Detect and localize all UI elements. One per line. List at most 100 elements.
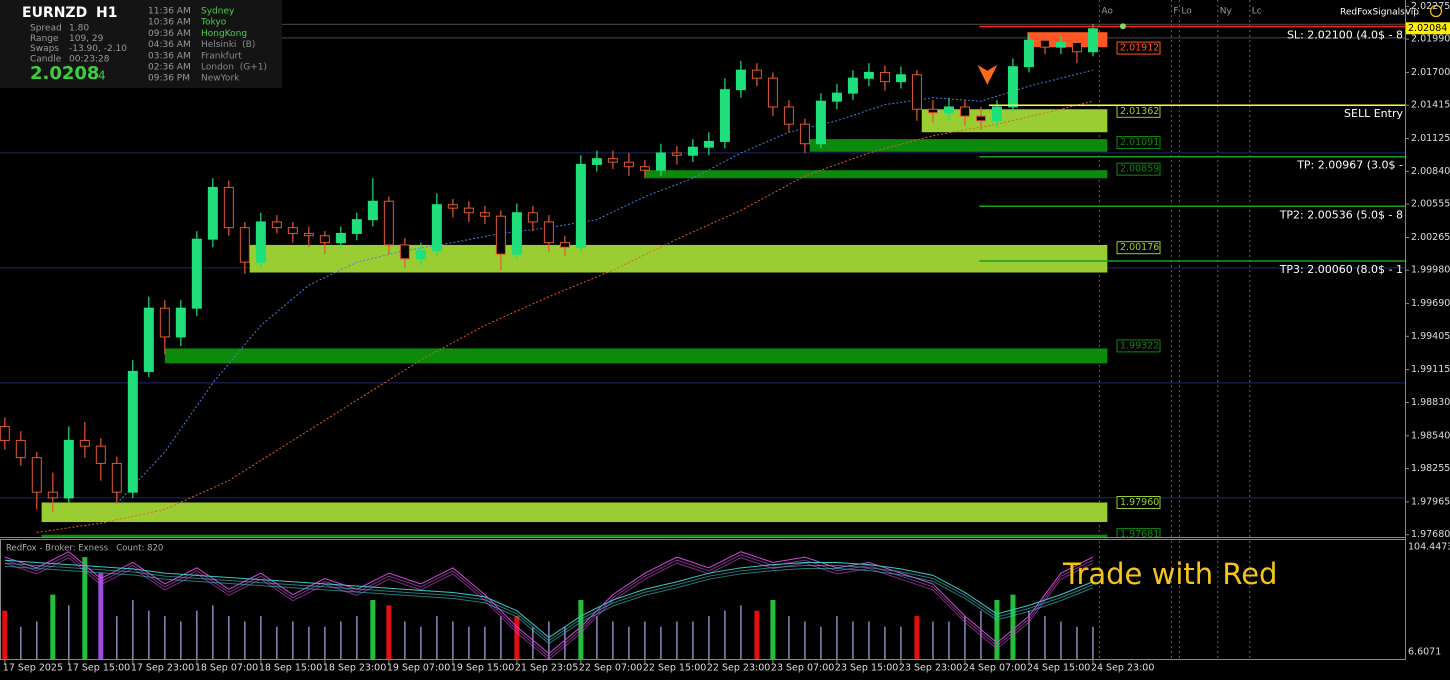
candle-body xyxy=(591,158,602,165)
candle-body xyxy=(863,71,874,79)
oscillator-line xyxy=(4,565,1094,645)
session-label: Lc xyxy=(1252,7,1262,17)
info-value: 00:23:28 xyxy=(69,54,110,64)
candle-body xyxy=(223,186,234,229)
candle-body xyxy=(959,106,970,117)
info-key: Swaps xyxy=(30,44,59,54)
x-tick-label: 17 Sep 15:00 xyxy=(67,663,130,674)
histogram-bar xyxy=(324,626,326,659)
candle-body xyxy=(575,163,586,248)
y-tick-label: 1.99690 xyxy=(1411,298,1450,309)
histogram-bar xyxy=(948,621,950,659)
symbol: EURNZD xyxy=(22,5,87,21)
candle-body xyxy=(1087,28,1098,53)
histogram-bar xyxy=(1076,626,1078,659)
x-tick-label: 24 Sep 23:00 xyxy=(1091,663,1154,674)
session-time: 03:36 AM xyxy=(148,51,191,61)
candle-body xyxy=(543,221,554,244)
candle-body xyxy=(367,200,378,221)
histogram-bar xyxy=(900,626,902,659)
candle-body xyxy=(895,74,906,83)
session-label: Ao xyxy=(1101,7,1113,17)
histogram-bar xyxy=(1092,626,1094,659)
y-tick-label: 1.99405 xyxy=(1411,331,1450,342)
histogram-bar xyxy=(20,626,22,659)
candle-body xyxy=(191,238,202,309)
level-label: SELL Entry xyxy=(1344,107,1403,120)
histogram-bar xyxy=(932,621,934,659)
candle-body xyxy=(703,140,714,148)
histogram-bar xyxy=(436,616,438,659)
y-tick-label: 2.02275 xyxy=(1411,1,1450,12)
candle-body xyxy=(1039,39,1050,48)
session-time: 09:36 PM xyxy=(148,74,190,84)
session-name: Sydney xyxy=(201,7,235,17)
zone-label: 2.00859 xyxy=(1120,164,1159,175)
histogram-bar xyxy=(468,626,470,659)
session-name: NewYork xyxy=(201,74,240,84)
session-time: 02:36 AM xyxy=(148,63,191,73)
oscillator-line xyxy=(4,562,1094,642)
candle-body xyxy=(559,242,570,248)
histogram-bar xyxy=(1060,621,1062,659)
candle-body xyxy=(207,186,218,240)
histogram-bar xyxy=(452,621,454,659)
x-tick-label: 22 Sep 23:00 xyxy=(707,663,770,674)
candle-body xyxy=(303,232,314,237)
current-price-box xyxy=(1406,22,1450,35)
histogram-bar xyxy=(180,621,182,659)
zone-label-box xyxy=(1116,339,1161,353)
histogram-bar xyxy=(884,626,886,659)
y-tick-label: 2.01125 xyxy=(1411,133,1450,144)
histogram-bar xyxy=(370,600,376,659)
histogram-bar xyxy=(754,610,760,659)
zone xyxy=(41,534,1108,537)
candle-body xyxy=(495,215,506,255)
zone xyxy=(249,244,1108,273)
brand: RedFoxSignalsVip xyxy=(1340,8,1419,18)
zone-label-box xyxy=(1116,496,1161,510)
candle-body xyxy=(1071,42,1082,53)
histogram-bar xyxy=(386,605,392,659)
histogram-bar xyxy=(868,621,870,659)
histogram-bar xyxy=(708,616,710,659)
histogram-bar xyxy=(196,610,198,659)
y-tick-label: 1.98540 xyxy=(1411,430,1450,441)
x-tick-label: 19 Sep 07:00 xyxy=(387,663,450,674)
y-tick-label: 1.97680 xyxy=(1411,529,1450,540)
zone xyxy=(41,502,1108,523)
candle-body xyxy=(607,158,618,163)
histogram-bar xyxy=(340,621,342,659)
info-key: Spread xyxy=(30,24,62,34)
candle-body xyxy=(479,212,490,217)
level-label: TP3: 2.00060 (8.0$ - 1 xyxy=(1279,263,1403,276)
x-tick-label: 17 Sep 23:00 xyxy=(131,663,194,674)
info-key: Candle xyxy=(30,54,62,64)
x-tick-label: 23 Sep 23:00 xyxy=(899,663,962,674)
candle-body xyxy=(847,77,858,94)
current-dot xyxy=(1119,23,1126,30)
candle-body xyxy=(975,115,986,122)
info-panel xyxy=(0,0,282,88)
histogram-bar xyxy=(404,621,406,659)
session-name: Helsinki (B) xyxy=(201,40,255,50)
zone-label: 2.01362 xyxy=(1120,106,1159,117)
histogram-bar xyxy=(260,616,262,659)
candle-body xyxy=(175,307,186,338)
candle-body xyxy=(0,426,10,441)
histogram-bar xyxy=(692,621,694,659)
session-time: 09:36 AM xyxy=(148,29,191,39)
candle-body xyxy=(751,69,762,79)
zone-label: 2.00176 xyxy=(1120,242,1159,253)
histogram-bar xyxy=(514,616,520,659)
x-tick-label: 21 Sep 23:05 xyxy=(515,663,578,674)
session-name: London (G+1) xyxy=(201,63,267,73)
histogram-bar xyxy=(164,616,166,659)
zone-label-box xyxy=(1116,528,1161,537)
main-panel: 2.01912 2.01362 2.01091 2.00859 2.00176 1.993… xyxy=(0,0,1405,537)
session-time: 10:36 AM xyxy=(148,18,191,28)
level-label: TP2: 2.00536 (5.0$ - 8 xyxy=(1279,208,1403,221)
y-tick-label: 1.97965 xyxy=(1411,496,1450,507)
indicator-tick-label: 6.6071 xyxy=(1408,646,1441,657)
candle-body xyxy=(783,106,794,125)
